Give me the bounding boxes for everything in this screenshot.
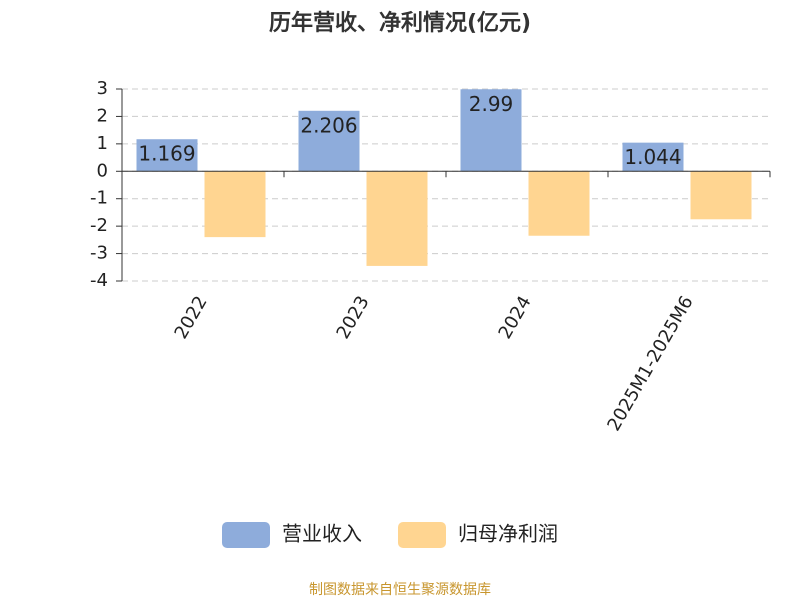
y-tick-label: 3 xyxy=(97,78,108,99)
bar xyxy=(690,171,752,220)
data-label: 2.206 xyxy=(300,113,357,137)
data-label: 1.044 xyxy=(624,145,681,169)
legend-swatch xyxy=(398,522,446,548)
bar xyxy=(366,171,428,266)
bar xyxy=(204,171,266,238)
y-tick-label: -3 xyxy=(90,243,108,264)
chart-title: 历年营收、净利情况(亿元) xyxy=(269,10,531,36)
source-note: 制图数据来自恒生聚源数据库 xyxy=(309,582,491,598)
x-tick-label: 2025M1-2025M6 xyxy=(603,293,697,435)
x-tick-label: 2022 xyxy=(171,293,212,343)
legend-label: 营业收入 xyxy=(282,522,362,546)
x-tick-label: 2023 xyxy=(333,293,374,343)
legend-label: 归母净利润 xyxy=(458,522,558,546)
data-label: 1.169 xyxy=(138,142,195,166)
bar xyxy=(136,139,198,172)
legend-swatch xyxy=(222,522,270,548)
bar xyxy=(460,89,522,172)
y-tick-label: 2 xyxy=(97,105,108,126)
y-tick-label: -2 xyxy=(90,215,108,236)
x-tick-label: 2024 xyxy=(495,293,536,343)
y-tick-label: 1 xyxy=(97,133,108,154)
y-tick-label: -1 xyxy=(90,188,108,209)
bar xyxy=(298,110,360,172)
data-label: 2.99 xyxy=(469,92,514,116)
bar xyxy=(528,171,590,236)
y-tick-label: -4 xyxy=(90,270,108,291)
y-tick-label: 0 xyxy=(97,160,108,181)
bar xyxy=(622,142,684,172)
